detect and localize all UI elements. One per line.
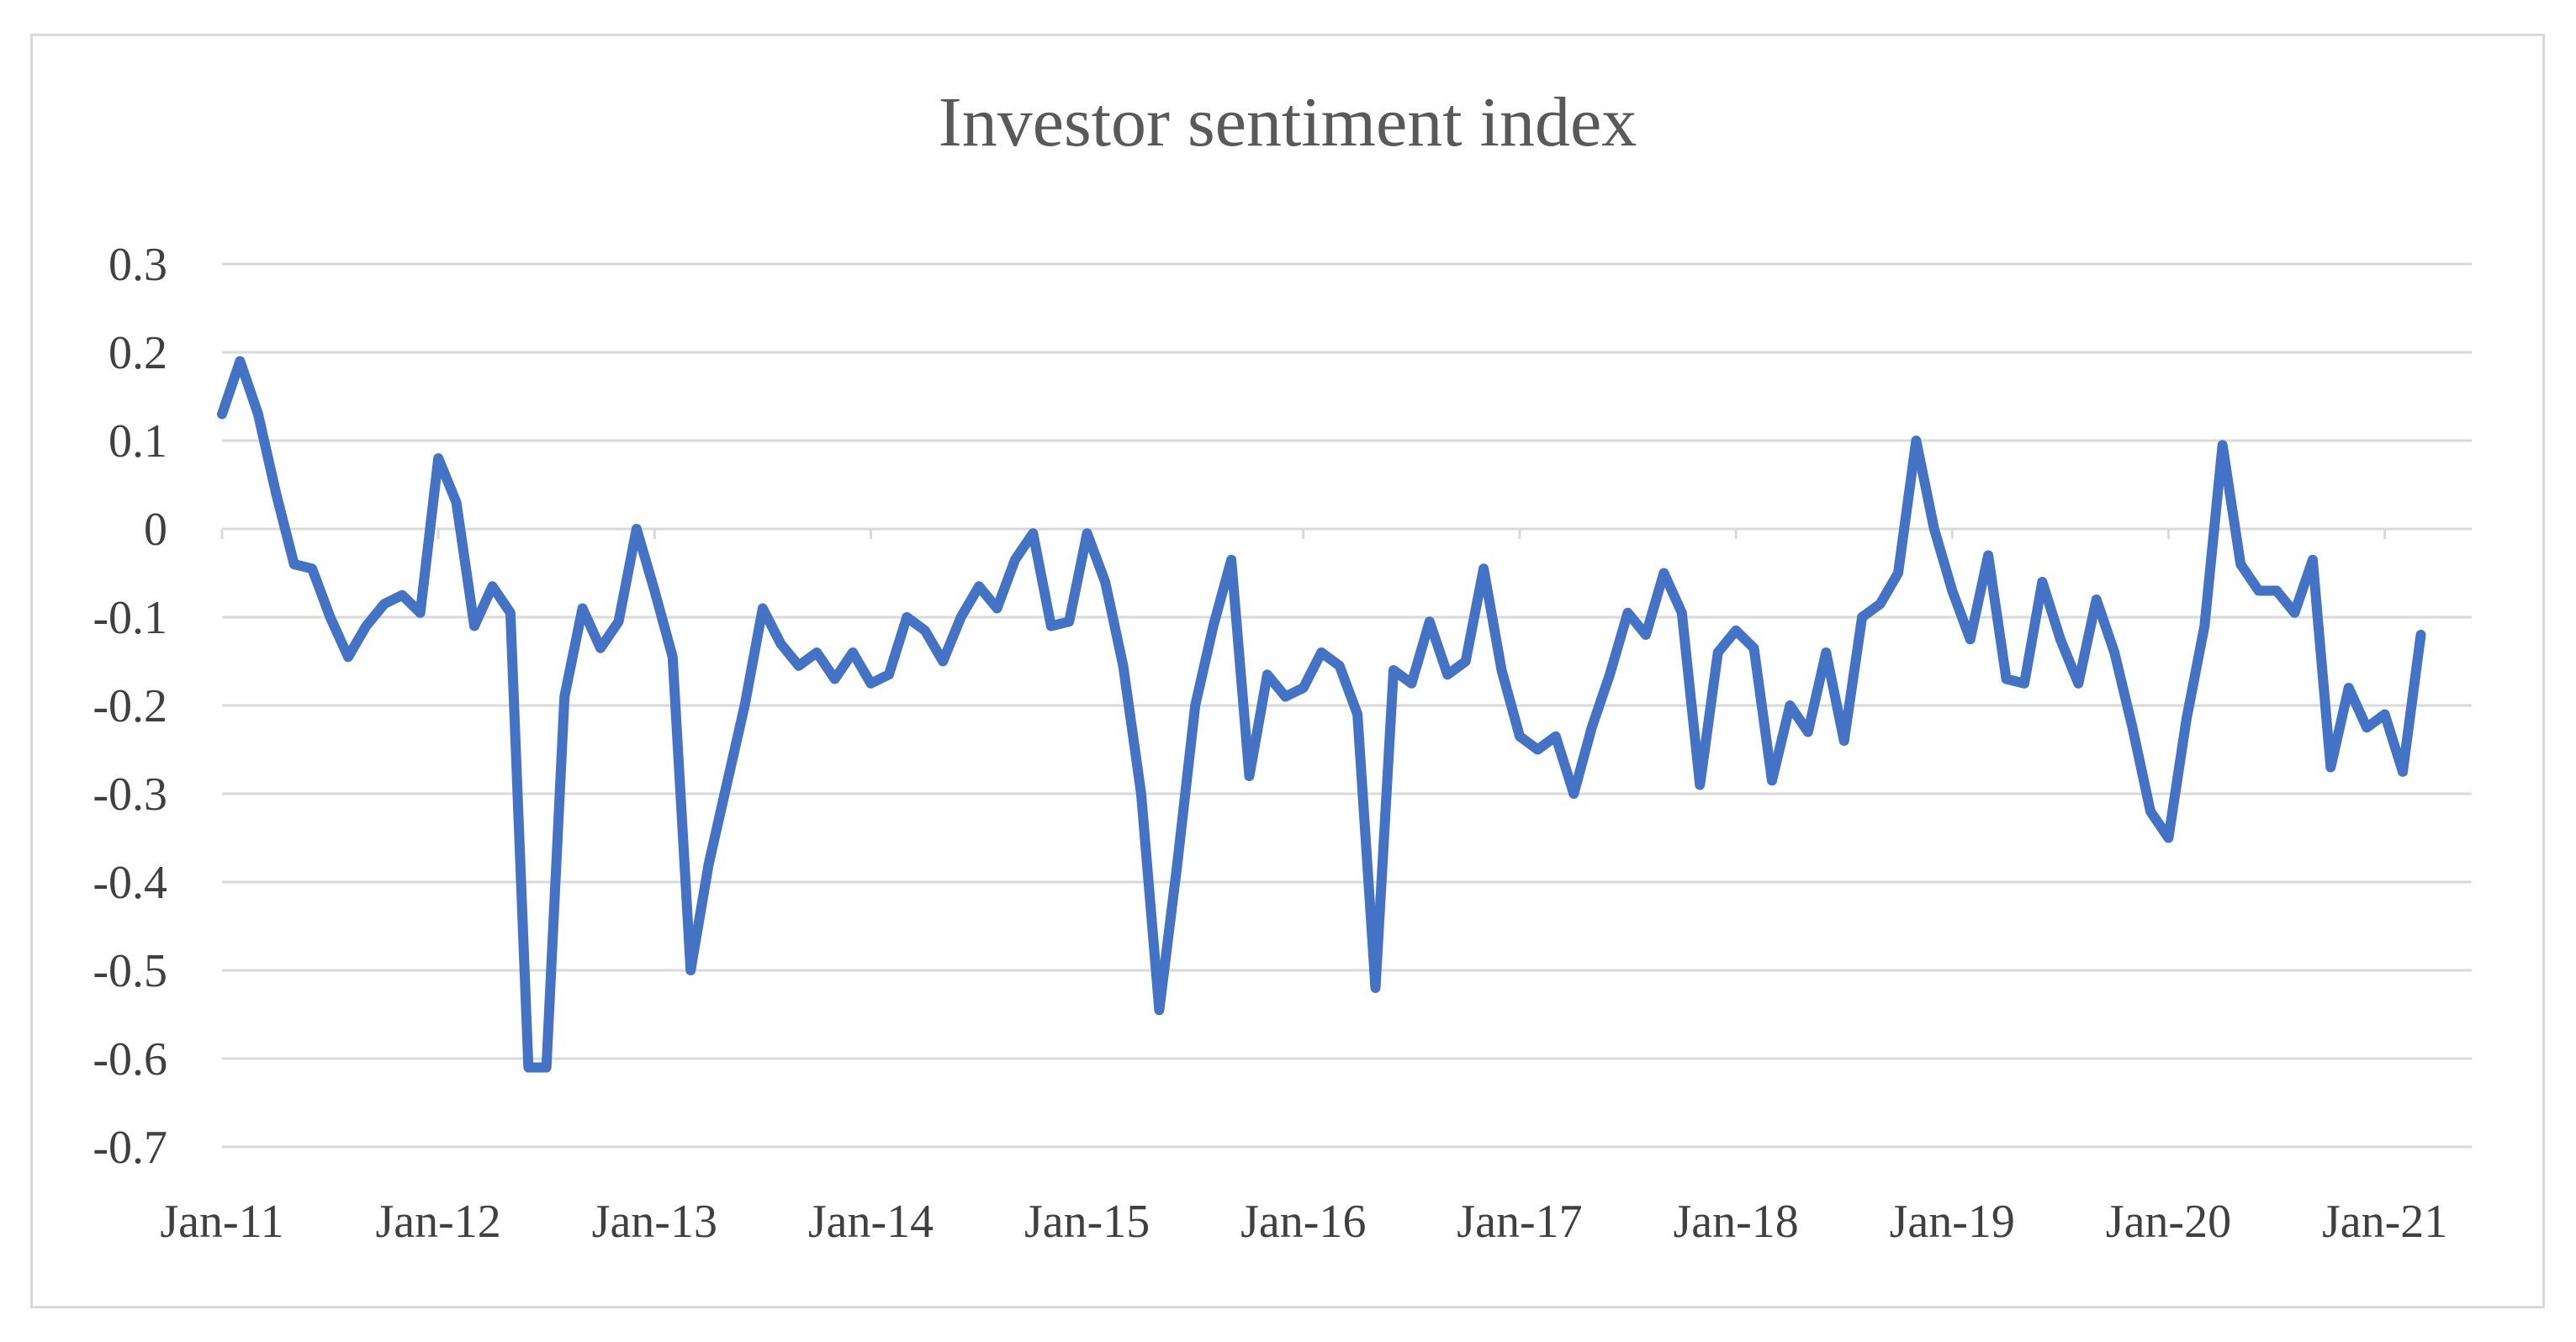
x-tick-label: Jan-12 bbox=[376, 1196, 501, 1248]
x-tick-label: Jan-11 bbox=[160, 1196, 283, 1248]
y-tick-label: 0.1 bbox=[108, 415, 167, 468]
x-axis-ticks: Jan-11 Jan-12 Jan-13 Jan-14 Jan-15 Jan-16 Jan-… bbox=[160, 529, 2447, 1248]
series-layer bbox=[217, 356, 2426, 1073]
x-tick-label: Jan-18 bbox=[1673, 1196, 1798, 1248]
x-tick-label: Jan-21 bbox=[2322, 1196, 2447, 1248]
y-axis-ticks: 0.3 0.2 0.1 0 -0.1 -0.2 -0.3 -0.4 -0.5 -0.6 -0.7 bbox=[93, 239, 167, 1174]
gridlines bbox=[222, 262, 2472, 1149]
x-tick-label: Jan-13 bbox=[592, 1196, 717, 1248]
y-tick-label: 0 bbox=[144, 504, 167, 556]
line-chart: Investor sentiment index 0.3 0.2 0.1 0 -0.1 -… bbox=[93, 83, 2472, 1248]
x-tick-label: Jan-17 bbox=[1457, 1196, 1582, 1248]
y-tick-label: -0.6 bbox=[93, 1033, 167, 1086]
x-tick-label: Jan-15 bbox=[1024, 1196, 1150, 1248]
y-tick-label: -0.1 bbox=[93, 592, 167, 644]
y-tick-label: -0.2 bbox=[93, 680, 167, 732]
series-line bbox=[217, 356, 2426, 1073]
y-tick-label: 0.3 bbox=[108, 239, 167, 291]
x-tick-label: Jan-20 bbox=[2106, 1196, 2231, 1248]
y-tick-label: -0.7 bbox=[93, 1122, 167, 1174]
y-tick-label: -0.4 bbox=[93, 857, 167, 909]
y-tick-label: 0.2 bbox=[108, 327, 167, 379]
chart-frame: Investor sentiment index 0.3 0.2 0.1 0 -0.1 -… bbox=[30, 34, 2545, 1308]
x-tick-label: Jan-16 bbox=[1240, 1196, 1366, 1248]
chart-title: Investor sentiment index bbox=[939, 83, 1637, 161]
x-tick-label: Jan-19 bbox=[1890, 1196, 2015, 1248]
y-tick-label: -0.5 bbox=[93, 945, 167, 997]
y-tick-label: -0.3 bbox=[93, 769, 167, 821]
x-tick-label: Jan-14 bbox=[808, 1196, 934, 1248]
